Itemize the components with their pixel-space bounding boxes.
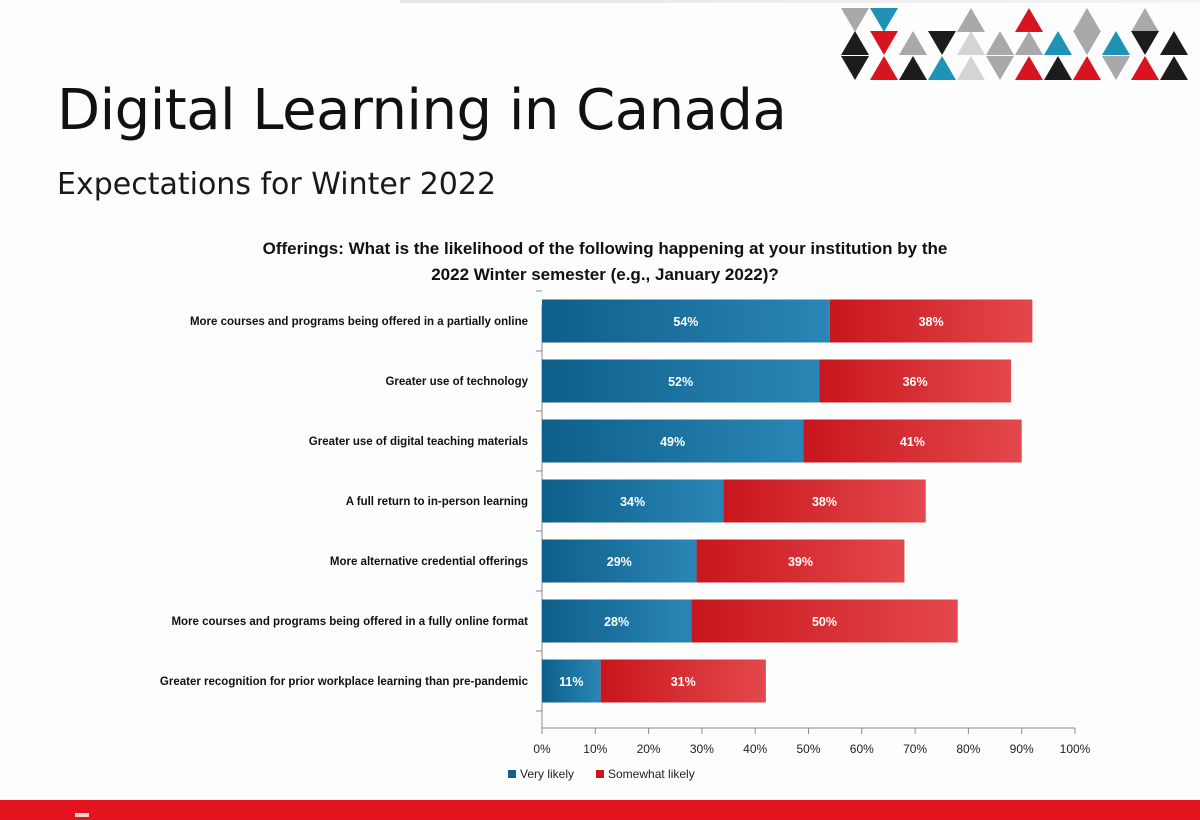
page-subtitle: Expectations for Winter 2022 [57,167,497,202]
logo-triangle [1073,31,1101,55]
stacked-bar-chart: 0% 10% 20% 30% 40% 50% 60% 70% 80% 90% 100% More co… [160,290,1091,781]
logo-triangle [870,31,898,55]
logo-triangle [841,31,869,55]
category-label: A full return to in-person learning [346,496,528,508]
x-tick-label: 40% [743,742,767,756]
logo-triangle [870,56,898,80]
chart-title-line-2: 2022 Winter semester (e.g., January 2022… [431,265,779,284]
logo-triangle [957,31,985,55]
logo-triangle [1102,31,1130,55]
legend-swatch [596,770,604,778]
logo-triangle [957,56,985,80]
x-tick-label: 30% [690,742,714,756]
logo-triangle [1073,56,1101,80]
logo-triangle [1160,56,1188,80]
data-label: 29% [607,555,632,569]
x-tick-label: 50% [796,742,820,756]
data-label: 49% [660,435,685,449]
legend-label: Somewhat likely [608,767,695,781]
logo-triangle [1044,56,1072,80]
logo-triangle [986,56,1014,80]
legend-label: Very likely [520,767,574,781]
category-label: More courses and programs being offered … [190,316,528,328]
data-label: 34% [620,495,645,509]
logo-triangle [1015,8,1043,32]
logo-triangle [899,31,927,55]
logo-triangle [928,31,956,55]
logo-triangle [1160,31,1188,55]
logo-triangle [1015,31,1043,55]
category-label: More alternative credential offerings [330,556,528,568]
data-label: 52% [668,375,693,389]
bar-segment-very-likely [542,539,697,583]
category-label: Greater recognition for prior workplace … [160,676,529,688]
x-tick-label: 100% [1060,742,1091,756]
logo-triangle [841,56,869,80]
logo-triangle [1044,31,1072,55]
logo-triangle [928,56,956,80]
triangle-logo [841,8,1188,80]
page-title: Digital Learning in Canada [57,78,787,143]
logo-triangle [1073,8,1101,32]
footer-bar [0,800,1200,820]
data-label: 39% [788,555,813,569]
data-label: 38% [812,495,837,509]
x-tick-label: 90% [1010,742,1034,756]
data-label: 41% [900,435,925,449]
bar-segment-somewhat-likely [829,299,1033,343]
logo-triangle [1102,56,1130,80]
top-decor-strip [400,0,1200,3]
logo-triangle [841,8,869,32]
bar-segment-somewhat-likely [696,539,905,583]
x-tick-label: 60% [850,742,874,756]
x-tick-label: 0% [533,742,551,756]
bar-segment-very-likely [542,479,724,523]
data-label: 36% [903,375,928,389]
bar-segment-somewhat-likely [803,419,1022,463]
category-label: More courses and programs being offered … [171,616,528,628]
chart-title: Offerings: What is the likelihood of the… [150,236,1060,288]
x-tick-label: 70% [903,742,927,756]
x-tick-label: 10% [583,742,607,756]
bar-segment-somewhat-likely [819,359,1012,403]
data-label: 38% [919,315,944,329]
data-label: 31% [671,675,696,689]
legend-swatch [508,770,516,778]
bar-segment-very-likely [542,299,830,343]
x-tick-label: 80% [956,742,980,756]
chart-title-line-1: Offerings: What is the likelihood of the… [262,239,948,258]
logo-triangle [899,56,927,80]
data-label: 11% [559,675,583,689]
bar-segment-somewhat-likely [723,479,926,523]
data-label: 50% [812,615,837,629]
bar-segment-very-likely [542,419,804,463]
logo-triangle [870,8,898,32]
data-label: 28% [604,615,629,629]
bar-segment-very-likely [542,359,820,403]
footer-mark [75,813,89,817]
category-label: Greater use of technology [385,376,528,388]
logo-triangle [1131,31,1159,55]
bar-segment-somewhat-likely [600,659,766,703]
bar-segment-very-likely [542,599,692,643]
logo-triangle [986,31,1014,55]
data-label: 54% [673,315,698,329]
category-label: Greater use of digital teaching material… [309,436,528,448]
logo-triangle [957,8,985,32]
bar-segment-very-likely [542,659,601,703]
logo-triangle [1131,56,1159,80]
logo-triangle [1015,56,1043,80]
bar-segment-somewhat-likely [691,599,958,643]
x-tick-label: 20% [637,742,661,756]
logo-triangle [1131,8,1159,32]
